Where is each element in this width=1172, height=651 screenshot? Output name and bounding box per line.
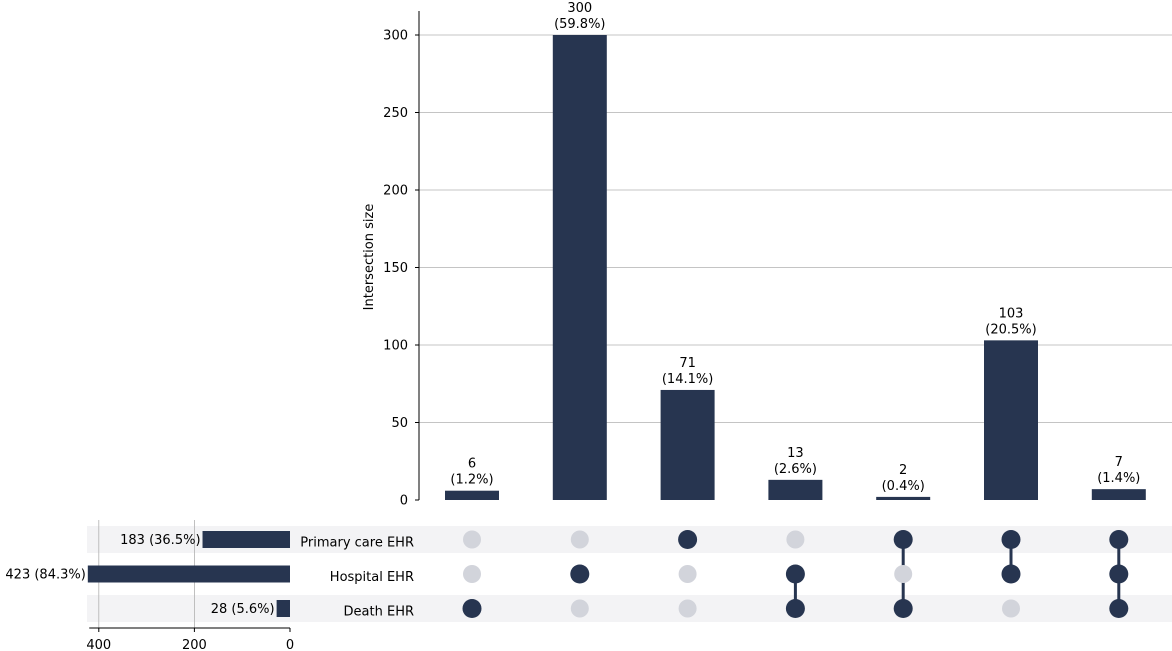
matrix-dot-active: [893, 599, 913, 618]
matrix-dot-active: [678, 530, 698, 549]
y-tick-label: 150: [383, 261, 408, 276]
matrix-dot-active: [570, 564, 590, 584]
intersection-bar: [984, 340, 1038, 500]
bar-percent-label: (14.1%): [662, 372, 713, 387]
matrix-dot-active: [785, 564, 805, 584]
matrix-dot-inactive: [570, 530, 589, 549]
set-size-bars: 183 (36.5%) 423 (84.3%) 28 (5.6%): [5, 531, 290, 617]
bar-count-label: 300: [567, 1, 592, 16]
matrix-dot-active: [1109, 530, 1129, 549]
matrix-dot-inactive: [678, 599, 697, 618]
matrix-dot-active: [1109, 564, 1129, 584]
matrix-dot-active: [1001, 564, 1021, 584]
intersection-bar: [552, 35, 607, 500]
bar-percent-label: (0.4%): [882, 479, 925, 494]
set-size-label: 28 (5.6%): [211, 602, 275, 617]
set-size-tick-label: 400: [86, 638, 111, 651]
set-size-label: 423 (84.3%): [5, 568, 85, 583]
bar-count-label: 13: [787, 446, 804, 461]
set-name-label: Primary care EHR: [300, 536, 414, 551]
bar-count-label: 103: [999, 306, 1024, 321]
bar-percent-label: (2.6%): [774, 462, 817, 477]
bar-percent-label: (59.8%): [554, 17, 605, 32]
matrix-dot-inactive: [463, 565, 481, 583]
bar-count-label: 6: [468, 457, 476, 472]
matrix-dot-active: [1109, 599, 1129, 618]
y-tick-label: 200: [383, 184, 408, 199]
y-tick-label: 0: [400, 494, 408, 509]
y-axis-ticks: 0 50 100 150 200 250 300: [383, 29, 419, 509]
y-tick-label: 100: [383, 339, 408, 354]
bar-percent-label: (20.5%): [985, 322, 1036, 337]
set-name-label: Hospital EHR: [330, 570, 414, 585]
matrix-dot-inactive: [894, 565, 913, 583]
set-name-label: Death EHR: [344, 605, 414, 620]
set-size-tick-label: 0: [286, 638, 294, 651]
set-size-ticks: 400 200 0: [86, 628, 294, 651]
bar-count-label: 2: [899, 463, 907, 478]
y-axis-label: Intersection size: [362, 204, 377, 311]
set-size-bar: [202, 531, 290, 548]
set-names: Primary care EHR Hospital EHR Death EHR: [300, 536, 414, 620]
matrix-dot-active: [462, 599, 482, 618]
y-tick-label: 50: [391, 416, 408, 431]
matrix-dot-inactive: [570, 599, 589, 618]
bar-count-label: 71: [679, 356, 696, 371]
set-size-bar: [276, 600, 290, 617]
membership-matrix: [462, 530, 1129, 618]
y-tick-label: 250: [383, 106, 408, 121]
matrix-dot-inactive: [463, 530, 481, 549]
bar-percent-label: (1.4%): [1097, 471, 1140, 486]
matrix-dot-inactive: [786, 530, 805, 549]
matrix-dot-inactive: [1002, 599, 1020, 618]
matrix-dot-active: [1001, 530, 1021, 549]
matrix-stripe-2: [87, 595, 1172, 622]
bar-count-label: 7: [1115, 455, 1123, 470]
intersection-bar: [445, 490, 499, 500]
y-tick-label: 300: [383, 29, 408, 44]
intersection-bar: [768, 479, 823, 500]
set-size-label: 183 (36.5%): [120, 533, 200, 548]
bar-percent-label: (1.2%): [450, 473, 493, 488]
intersection-bars: 6(1.2%) 300(59.8%) 71(14.1%) 13(2.6%) 2(0.4%…: [445, 1, 1146, 500]
intersection-bar: [660, 389, 715, 500]
set-size-tick-label: 200: [182, 638, 207, 651]
intersection-bar: [1091, 489, 1146, 500]
intersection-bar: [876, 496, 931, 500]
y-gridlines: [419, 34, 1172, 423]
matrix-dot-inactive: [678, 565, 697, 583]
matrix-dot-active: [785, 599, 805, 618]
matrix-stripes: [87, 526, 1172, 622]
matrix-dot-active: [893, 530, 913, 549]
set-size-bar: [87, 565, 290, 583]
